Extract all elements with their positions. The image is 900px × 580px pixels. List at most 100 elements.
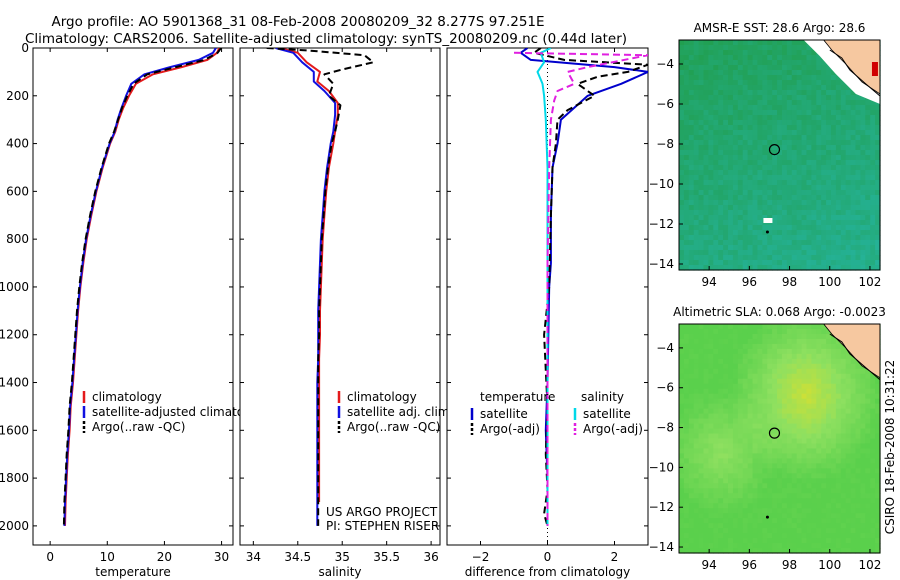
sla_map-cell bbox=[683, 348, 690, 355]
sst_map-cell bbox=[850, 255, 857, 261]
sst_map-cell bbox=[679, 200, 685, 206]
sla_map-cell bbox=[870, 548, 876, 554]
sst_map-cell bbox=[752, 100, 759, 106]
sla_map-cell bbox=[767, 398, 773, 405]
sla_map-cell bbox=[737, 488, 744, 494]
sst_map-cell bbox=[698, 40, 705, 46]
sla_map-cell bbox=[821, 503, 827, 509]
sla_map-cell bbox=[845, 528, 852, 534]
sst_map-cell bbox=[762, 145, 768, 151]
sla_map-cell bbox=[835, 363, 842, 370]
depth-tick-label: 1200 bbox=[0, 328, 29, 342]
sst_map-cell bbox=[801, 215, 808, 221]
sst_map-cell bbox=[747, 220, 754, 226]
sla_map-cell bbox=[718, 538, 724, 544]
sst_map-cell bbox=[703, 145, 710, 151]
sst_map-cell bbox=[865, 195, 871, 201]
sst_map-cell bbox=[708, 175, 714, 181]
sla_map-cell bbox=[791, 373, 798, 380]
sst_map-cell bbox=[698, 75, 705, 81]
sla_map-cell bbox=[845, 523, 852, 529]
sla_map-cell bbox=[742, 453, 749, 460]
sla_map-cell bbox=[840, 523, 847, 529]
sst_map-cell bbox=[767, 170, 773, 176]
sla_map-cell bbox=[723, 403, 729, 410]
sla_map-cell bbox=[703, 388, 710, 395]
sst_map-cell bbox=[835, 100, 842, 106]
sst_map-cell bbox=[791, 210, 798, 216]
sla_map-cell bbox=[772, 443, 778, 450]
sla_map-cell bbox=[683, 368, 690, 375]
sla_map-cell bbox=[688, 538, 695, 544]
sst_map-cell bbox=[713, 85, 719, 91]
sst_map-cell bbox=[781, 240, 788, 246]
sla_map-cell bbox=[777, 498, 783, 504]
sla_map-cell bbox=[747, 423, 754, 430]
sst_map-cell bbox=[683, 160, 690, 166]
sst_map-cell bbox=[850, 150, 857, 156]
sst_map-cell bbox=[855, 175, 861, 181]
sla_map-cell bbox=[777, 528, 783, 534]
sst_map-cell bbox=[679, 125, 685, 131]
sla_map-cell bbox=[811, 418, 817, 425]
sla_map-cell bbox=[845, 533, 852, 539]
sla_map-cell bbox=[679, 408, 685, 415]
sla_map-cell bbox=[791, 478, 798, 484]
sst_map-cell bbox=[830, 115, 837, 121]
sst_map-cell bbox=[801, 40, 808, 46]
sst_map-cell bbox=[703, 45, 710, 51]
sst_map-cell bbox=[850, 180, 857, 186]
sst_map-cell bbox=[845, 165, 852, 171]
sst_map-cell bbox=[732, 230, 739, 236]
sla_map-cell bbox=[801, 413, 808, 420]
sla_map-cell bbox=[708, 518, 714, 524]
sst_map-cell bbox=[821, 265, 827, 271]
sst_map-cell bbox=[850, 230, 857, 236]
sla_map-cell bbox=[845, 423, 852, 430]
sst_map-cell bbox=[860, 135, 866, 141]
sla_map-cell bbox=[855, 413, 861, 420]
sla_map-cell bbox=[860, 478, 866, 484]
sst_map-cell bbox=[830, 200, 837, 206]
sst_map-cell bbox=[801, 120, 808, 126]
sst_map-cell bbox=[679, 245, 685, 251]
sla_map-cell bbox=[762, 353, 768, 360]
sla_map-cell bbox=[688, 498, 695, 504]
sla_map-cell bbox=[835, 393, 842, 400]
sla_map-cell bbox=[698, 418, 705, 425]
sst_map-cell bbox=[713, 210, 719, 216]
salinity-panel: 34 34.5 35 35.5 36salinityclimatologysatelli… bbox=[239, 47, 453, 579]
sst_map-cell bbox=[708, 140, 714, 146]
sla_map-cell bbox=[713, 358, 719, 365]
sst_map-cell bbox=[708, 190, 714, 196]
sla_map-cell bbox=[796, 398, 803, 405]
sst_map-cell bbox=[732, 40, 739, 46]
sla_map-cell bbox=[757, 368, 763, 375]
sla_map-cell bbox=[855, 428, 861, 435]
sst_map-cell bbox=[762, 215, 768, 221]
sla_map-cell bbox=[865, 373, 871, 380]
depth-tick-label: 1400 bbox=[0, 376, 29, 390]
sla_map-cell bbox=[811, 433, 817, 440]
sst_map-cell bbox=[796, 130, 803, 136]
sst_map-cell bbox=[811, 120, 817, 126]
sla_map-cell bbox=[791, 343, 798, 350]
sla_map-cell bbox=[860, 428, 866, 435]
sla_map-cell bbox=[757, 378, 763, 385]
sla_map-cell bbox=[742, 538, 749, 544]
sst_map-cell bbox=[855, 220, 861, 226]
sla_map-cell bbox=[683, 398, 690, 405]
diff-legend-item-label: satellite bbox=[583, 407, 631, 421]
sst_map-cell bbox=[767, 240, 773, 246]
sst_map-cell bbox=[767, 175, 773, 181]
sla_map-cell bbox=[708, 378, 714, 385]
sla_map-cell bbox=[713, 453, 719, 460]
sst_map-cell bbox=[855, 115, 861, 121]
sst_map-cell bbox=[845, 115, 852, 121]
sla_map-cell bbox=[801, 493, 808, 499]
sla_map-cell bbox=[747, 493, 754, 499]
sst_map-cell bbox=[762, 75, 768, 81]
sla_map-cell bbox=[777, 333, 783, 340]
sst_map-cell bbox=[732, 45, 739, 51]
sla_map-cell bbox=[816, 463, 822, 469]
